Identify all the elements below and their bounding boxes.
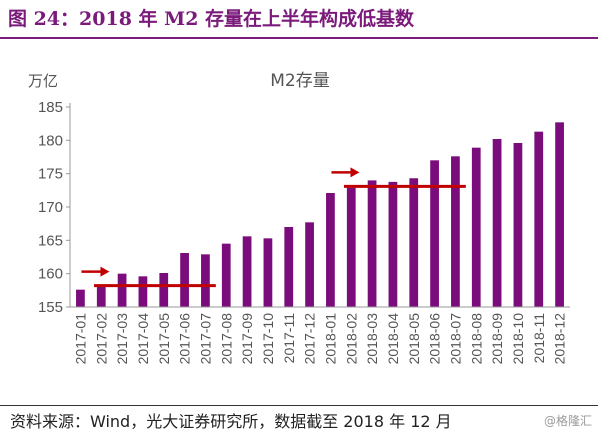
- bar-2017-08: [221, 243, 231, 307]
- x-tick-label-2017-02: 2017-02: [93, 313, 109, 365]
- bar-2018-06: [430, 160, 439, 307]
- title-divider: [0, 37, 598, 39]
- bar-2017-11: [284, 227, 294, 307]
- y-tick-label-185: 185: [38, 99, 63, 116]
- bar-2017-05: [159, 273, 169, 307]
- x-tick-label-2018-11: 2018-11: [531, 313, 547, 364]
- x-tick-label-2017-05: 2017-05: [156, 313, 172, 365]
- bar-2018-12: [555, 122, 564, 307]
- bar-2018-05: [409, 178, 419, 307]
- x-tick-label-2017-07: 2017-07: [197, 313, 213, 365]
- bar-2018-11: [534, 131, 544, 307]
- bar-2017-09: [242, 236, 252, 307]
- y-axis-unit: 万亿: [28, 73, 58, 90]
- bar-2017-12: [305, 222, 314, 307]
- x-tick-label-2017-06: 2017-06: [177, 313, 193, 365]
- x-tick-label-2017-09: 2017-09: [239, 313, 255, 365]
- x-tick-label-2017-08: 2017-08: [218, 313, 234, 365]
- bar-2018-02: [346, 187, 356, 307]
- x-tick-label-2018-04: 2018-04: [385, 313, 401, 365]
- annotation-arrow-head-1: [100, 266, 110, 277]
- x-tick-label-2017-12: 2017-12: [302, 313, 318, 365]
- bar-2018-10: [513, 143, 523, 307]
- bar-2018-09: [492, 139, 502, 307]
- bars-layer: [76, 122, 564, 307]
- bar-2018-01: [326, 193, 335, 307]
- x-axis: 2017-01 2017-02 2017-03 2017-04 2017-05 2017-…: [70, 306, 570, 365]
- bar-2017-03: [117, 273, 127, 307]
- x-tick-label-2018-01: 2018-01: [322, 313, 338, 365]
- watermark: @格隆汇: [543, 414, 592, 428]
- x-tick-label-2017-01: 2017-01: [72, 313, 88, 365]
- bar-2017-02: [96, 285, 106, 307]
- annotation-arrow-head-2: [350, 167, 360, 178]
- source-note: 资料来源：Wind，光大证券研究所，数据截至 2018 年 12 月: [10, 412, 452, 431]
- footer-divider: [0, 405, 598, 406]
- x-tick-label-2018-05: 2018-05: [406, 313, 422, 365]
- x-tick-label-2017-04: 2017-04: [135, 313, 151, 365]
- y-tick-label-175: 175: [38, 166, 63, 183]
- x-tick-label-2017-03: 2017-03: [114, 313, 130, 365]
- x-tick-label-2018-03: 2018-03: [364, 313, 380, 365]
- x-tick-label-2018-12: 2018-12: [552, 313, 568, 365]
- bar-2018-08: [471, 147, 481, 307]
- y-tick-label-170: 170: [38, 199, 63, 216]
- x-tick-label-2018-02: 2018-02: [343, 313, 359, 365]
- x-tick-label-2017-10: 2017-10: [260, 313, 276, 365]
- x-tick-label-2018-09: 2018-09: [489, 313, 505, 365]
- y-tick-label-180: 180: [38, 132, 63, 149]
- bar-2017-10: [263, 238, 273, 307]
- y-tick-label-155: 155: [38, 299, 63, 316]
- y-axis: 155 160 165 170 175 180 185: [38, 99, 71, 316]
- bar-2018-04: [388, 181, 398, 307]
- bar-2017-04: [138, 276, 148, 307]
- bar-2017-06: [180, 253, 189, 307]
- chart-title: M2存量: [270, 71, 329, 91]
- x-tick-label-2017-11: 2017-11: [281, 313, 297, 364]
- y-tick-label-165: 165: [38, 232, 63, 249]
- figure-title: 图 24：2018 年 M2 存量在上半年构成低基数: [8, 8, 415, 30]
- x-tick-label-2018-08: 2018-08: [468, 313, 484, 365]
- x-tick-label-2018-10: 2018-10: [510, 313, 526, 365]
- bar-2017-07: [201, 254, 210, 307]
- bar-2017-01: [76, 289, 85, 307]
- x-tick-label-2018-07: 2018-07: [447, 313, 463, 365]
- y-tick-label-160: 160: [38, 266, 63, 283]
- annotation-layer: [81, 167, 466, 288]
- bar-2018-07: [451, 156, 460, 307]
- x-tick-label-2018-06: 2018-06: [427, 313, 443, 365]
- bar-2018-03: [367, 180, 377, 307]
